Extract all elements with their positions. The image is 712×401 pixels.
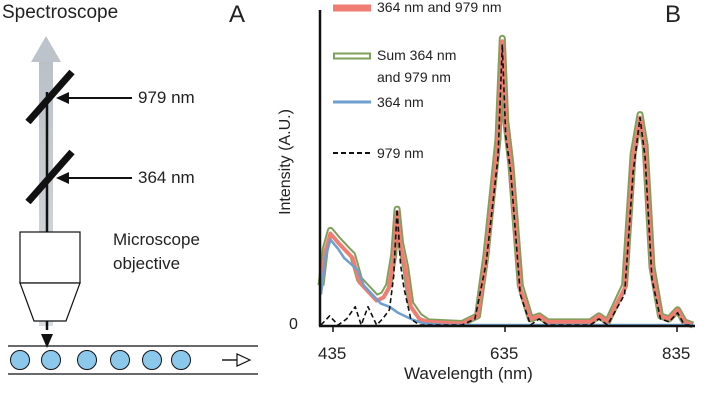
objective-barrel <box>19 231 81 284</box>
legend-label-nir: 979 nm <box>377 145 424 161</box>
beam-arrowhead-up <box>31 36 61 62</box>
particle <box>110 350 130 370</box>
x-tick-label-435: 435 <box>318 344 347 363</box>
laser-364-arrowhead <box>56 172 69 184</box>
dichroic-mirror-364 <box>25 149 75 205</box>
dichroic-mirror-979 <box>25 69 75 125</box>
particle <box>77 350 97 370</box>
series-979-line <box>320 43 693 326</box>
x-axis-title: Wavelength (nm) <box>404 364 533 383</box>
legend-label-uv: 364 nm <box>377 94 424 110</box>
objective-label-line1: Microscope <box>113 230 200 249</box>
x-tick-label-635: 635 <box>490 344 519 363</box>
focus-arrowhead <box>41 334 53 348</box>
legend-label-sum-line1: Sum 364 nm <box>377 47 457 63</box>
panel-b-letter: B <box>665 1 682 28</box>
spectra-series <box>317 34 695 329</box>
mirror-364-label: 364 nm <box>138 168 195 187</box>
objective-label-line2: objective <box>113 254 181 273</box>
particle <box>142 350 162 370</box>
panel-b-chart <box>317 4 695 332</box>
legend-label-combined: 364 nm and 979 nm <box>377 0 502 15</box>
y-axis-title: Intensity (A.U.) <box>277 109 294 215</box>
particle <box>171 350 191 370</box>
x-tick-label-835: 835 <box>662 344 691 363</box>
legend-label-sum-line2: and 979 nm <box>377 69 451 85</box>
particle <box>41 350 61 370</box>
flow-direction-arrowhead <box>236 353 252 367</box>
particle <box>10 350 30 370</box>
panel-a-letter: A <box>229 1 246 28</box>
mirror-979-label: 979 nm <box>138 88 195 107</box>
particle-row <box>10 350 191 370</box>
panel-a-setup <box>8 36 258 375</box>
spectroscope-label: Spectroscope <box>2 2 119 23</box>
series-364-line <box>319 238 693 327</box>
objective-nosepiece <box>19 282 81 322</box>
y-zero-label: 0 <box>289 316 298 333</box>
laser-979-arrowhead <box>56 92 69 104</box>
